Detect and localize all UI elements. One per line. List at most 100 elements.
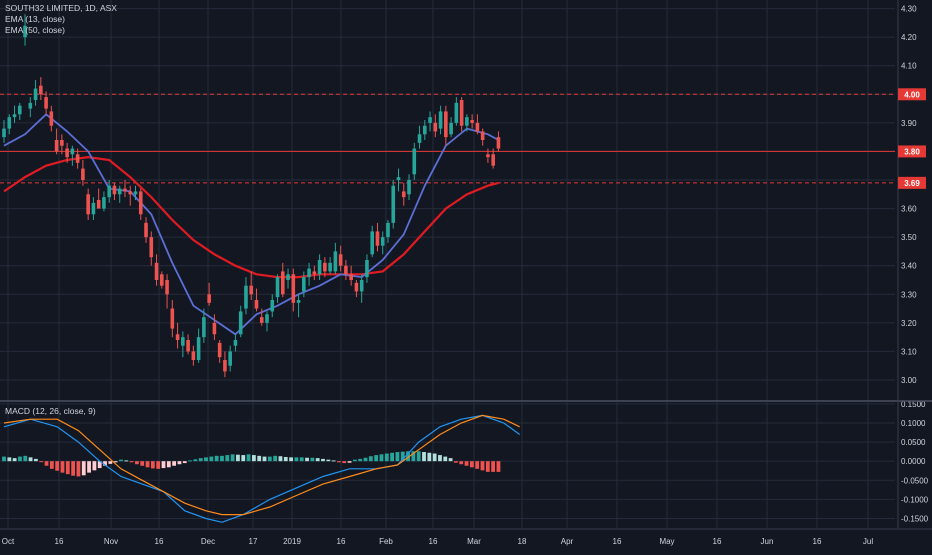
macd-histogram-bar — [294, 457, 299, 462]
candle-body — [223, 360, 227, 372]
candle-body — [191, 351, 196, 360]
price-tick-label: 3.20 — [901, 319, 917, 328]
time-tick-label: 16 — [613, 537, 622, 546]
candle-body — [265, 314, 269, 323]
macd-histogram-bar — [464, 461, 469, 466]
macd-histogram-bar — [416, 451, 421, 462]
candle-body — [302, 277, 306, 292]
macd-histogram-bar — [81, 461, 86, 476]
macd-histogram-bar — [400, 451, 405, 462]
macd-histogram-bar — [230, 454, 235, 462]
price-tick-label: 3.40 — [901, 262, 917, 271]
macd-histogram-bar — [161, 461, 166, 469]
macd-histogram-bar — [459, 461, 464, 465]
macd-histogram-bar — [220, 455, 224, 462]
macd-histogram-bar — [225, 455, 230, 462]
candle-body — [123, 188, 127, 192]
macd-histogram-bar — [23, 455, 28, 462]
candle-body — [428, 117, 432, 123]
symbol-title[interactable]: SOUTH32 LIMITED, 1D, ASX — [5, 3, 117, 13]
macd-histogram-bar — [188, 460, 192, 462]
candle-body — [39, 85, 43, 95]
macd-histogram-bar — [305, 457, 309, 462]
price-tick-label: 4.20 — [901, 33, 917, 42]
macd-tick-label: -0.1500 — [901, 514, 929, 523]
time-tick-label: Mar — [467, 537, 481, 546]
time-tick-label: Feb — [379, 537, 393, 546]
candle-body — [291, 274, 296, 303]
macd-histogram-bar — [310, 457, 315, 462]
candle-body — [454, 102, 459, 123]
candle-body — [423, 125, 427, 135]
macd-histogram-bar — [28, 457, 33, 462]
candle-body — [391, 185, 396, 223]
candle-body — [7, 117, 12, 129]
time-tick-label: Jul — [863, 537, 873, 546]
candle-body — [133, 191, 138, 195]
macd-histogram-bar — [475, 461, 480, 469]
candle-body — [102, 197, 106, 209]
ema50-line — [3, 155, 499, 279]
macd-histogram-bar — [129, 461, 134, 463]
macd-histogram-bar — [7, 457, 12, 462]
macd-histogram-bar — [342, 461, 347, 464]
ema13-legend[interactable]: EMA (13, close) — [5, 14, 65, 24]
candle-body — [33, 88, 38, 100]
price-tick-label: 3.30 — [901, 290, 917, 299]
time-tick-label: Dec — [201, 537, 215, 546]
ema50-legend[interactable]: EMA (50, close) — [5, 25, 65, 35]
candle-body — [470, 120, 474, 123]
macd-histogram-bar — [87, 461, 91, 473]
macd-histogram-bar — [193, 459, 198, 462]
candle-body — [65, 148, 69, 158]
candle-body — [491, 154, 495, 166]
price-label-box — [898, 88, 926, 101]
macd-histogram-bar — [166, 461, 171, 468]
macd-histogram-bar — [278, 456, 283, 462]
candle-body — [412, 148, 417, 175]
time-tick-label: 16 — [429, 537, 438, 546]
candle-body — [475, 122, 480, 132]
candle-body — [196, 337, 201, 360]
candle-body — [17, 105, 22, 115]
time-tick-label: 16 — [337, 537, 346, 546]
candle-body — [323, 262, 327, 272]
candle-body — [465, 117, 469, 126]
candle-body — [359, 280, 364, 292]
time-tick-label: 16 — [813, 537, 822, 546]
candle-body — [407, 180, 411, 195]
candle-body — [96, 200, 101, 209]
candle-body — [312, 271, 317, 275]
candle-body — [244, 285, 248, 309]
macd-histogram-bar — [55, 461, 60, 471]
signal-line — [3, 414, 520, 516]
macd-histogram-bar — [326, 459, 331, 462]
candle-body — [81, 168, 85, 180]
candle-body — [70, 148, 75, 155]
macd-histogram-bar — [145, 461, 150, 468]
candle-body — [91, 202, 96, 215]
candle-body — [307, 268, 311, 278]
macd-histogram-bar — [448, 458, 453, 462]
time-tick-label: 16 — [55, 537, 64, 546]
candle-body — [365, 260, 369, 278]
macd-histogram-bar — [97, 461, 102, 469]
macd-histogram-bar — [124, 460, 129, 462]
candle-body — [175, 334, 180, 340]
macd-title[interactable]: MACD (12, 26, close, 9) — [5, 406, 96, 416]
macd-histogram-bar — [182, 461, 187, 464]
ema13-line — [3, 113, 499, 336]
candle-body — [144, 222, 148, 238]
macd-histogram-bar — [384, 453, 389, 462]
candle-body — [12, 114, 17, 118]
candle-body — [186, 340, 190, 352]
candle-body — [86, 194, 90, 215]
macd-histogram-bar — [374, 455, 379, 462]
candle-body — [249, 285, 254, 295]
price-tick-label: 4.10 — [901, 62, 917, 71]
time-tick-label: May — [659, 537, 674, 546]
macd-histogram-bar — [262, 456, 267, 462]
macd-histogram-bar — [289, 457, 293, 462]
